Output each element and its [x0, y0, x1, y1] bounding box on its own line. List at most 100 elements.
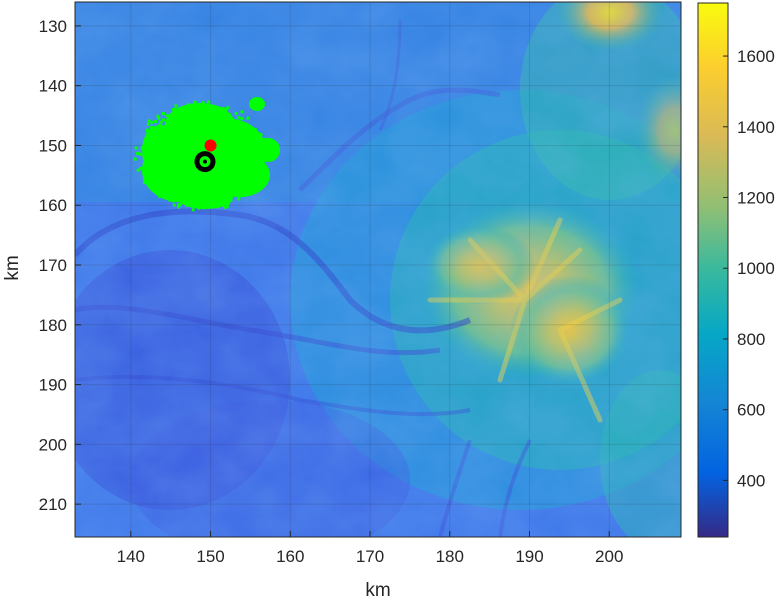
green-speck	[228, 197, 232, 201]
green-speck	[216, 205, 220, 209]
green-speck	[255, 160, 259, 164]
green-speck	[149, 174, 153, 178]
green-speck	[227, 201, 231, 205]
green-speck	[177, 194, 181, 198]
green-speck	[142, 153, 146, 157]
green-speck	[244, 145, 248, 149]
green-speck	[237, 140, 241, 144]
green-speck	[200, 119, 204, 123]
colorbar-tick-label: 1600	[737, 47, 775, 66]
green-speck	[169, 141, 173, 145]
green-speck	[163, 135, 167, 139]
green-speck	[173, 197, 177, 201]
green-speck	[154, 160, 158, 164]
green-speck	[208, 202, 212, 206]
green-speck	[180, 198, 184, 202]
green-speck	[260, 156, 264, 160]
green-speck	[243, 163, 247, 167]
green-speck	[227, 113, 231, 117]
green-speck	[145, 169, 149, 173]
green-speck	[206, 185, 210, 189]
green-speck	[254, 152, 258, 156]
green-speck	[139, 152, 143, 156]
green-speck	[253, 128, 257, 132]
green-speck	[227, 173, 231, 177]
green-speck	[240, 110, 244, 114]
green-speck	[161, 193, 165, 197]
green-speck	[262, 137, 266, 141]
green-speck	[216, 203, 220, 207]
green-speck	[172, 130, 176, 134]
green-speck	[218, 112, 222, 116]
green-speck	[227, 129, 231, 133]
green-speck	[213, 119, 217, 123]
green-speck	[244, 146, 248, 150]
x-tick-label: 200	[595, 547, 623, 566]
colorbar-tick-label: 800	[737, 330, 765, 349]
green-speck	[175, 132, 179, 136]
green-speck	[202, 111, 206, 115]
green-speck	[207, 196, 211, 200]
green-speck	[175, 183, 179, 187]
green-speck	[165, 176, 169, 180]
green-speck	[207, 100, 211, 104]
green-speck	[153, 128, 157, 132]
green-speck	[233, 145, 237, 149]
green-speck	[150, 136, 154, 140]
green-speck	[242, 126, 246, 130]
green-speck	[210, 127, 214, 131]
green-speck	[166, 146, 170, 150]
green-speck	[209, 123, 213, 127]
green-speck	[217, 198, 221, 202]
green-speck	[154, 164, 158, 168]
y-tick-label: 180	[39, 316, 67, 335]
green-speck	[251, 138, 255, 142]
green-speck	[161, 112, 165, 116]
green-speck	[146, 181, 150, 185]
green-speck	[159, 140, 163, 144]
green-speck	[201, 205, 205, 209]
green-speck	[236, 162, 240, 166]
green-speck	[192, 104, 196, 108]
green-speck	[178, 191, 182, 195]
green-speck	[151, 169, 155, 173]
green-speck	[229, 130, 233, 134]
green-speck	[173, 107, 177, 111]
green-speck	[228, 124, 232, 128]
green-speck	[159, 138, 163, 142]
green-speck	[218, 195, 222, 199]
green-speck	[198, 118, 202, 122]
green-speck	[248, 127, 252, 131]
green-speck	[158, 172, 162, 176]
green-speck	[185, 184, 189, 188]
green-speck	[207, 112, 211, 116]
green-speck	[173, 174, 177, 178]
green-speck	[241, 140, 245, 144]
green-speck	[225, 115, 229, 119]
green-speck	[255, 174, 259, 178]
green-speck	[199, 110, 203, 114]
green-speck	[162, 188, 166, 192]
green-speck	[177, 204, 181, 208]
green-speck	[181, 187, 185, 191]
green-speck	[237, 171, 241, 175]
green-speck	[171, 108, 175, 112]
green-speck	[227, 124, 231, 128]
green-speck	[201, 101, 205, 105]
green-speck	[139, 166, 143, 170]
green-speck	[221, 106, 225, 110]
green-speck	[180, 190, 184, 194]
green-speck	[146, 145, 150, 149]
green-speck	[175, 109, 179, 113]
green-speck	[197, 206, 201, 210]
green-speck	[238, 131, 242, 135]
green-speck	[235, 123, 239, 127]
green-speck	[225, 176, 229, 180]
green-speck	[229, 138, 233, 142]
green-speck	[259, 133, 263, 137]
elevation-surface	[75, 2, 681, 537]
green-speck	[249, 134, 253, 138]
green-speck	[264, 143, 268, 147]
black-location-marker	[194, 151, 216, 173]
green-speck	[136, 151, 140, 155]
